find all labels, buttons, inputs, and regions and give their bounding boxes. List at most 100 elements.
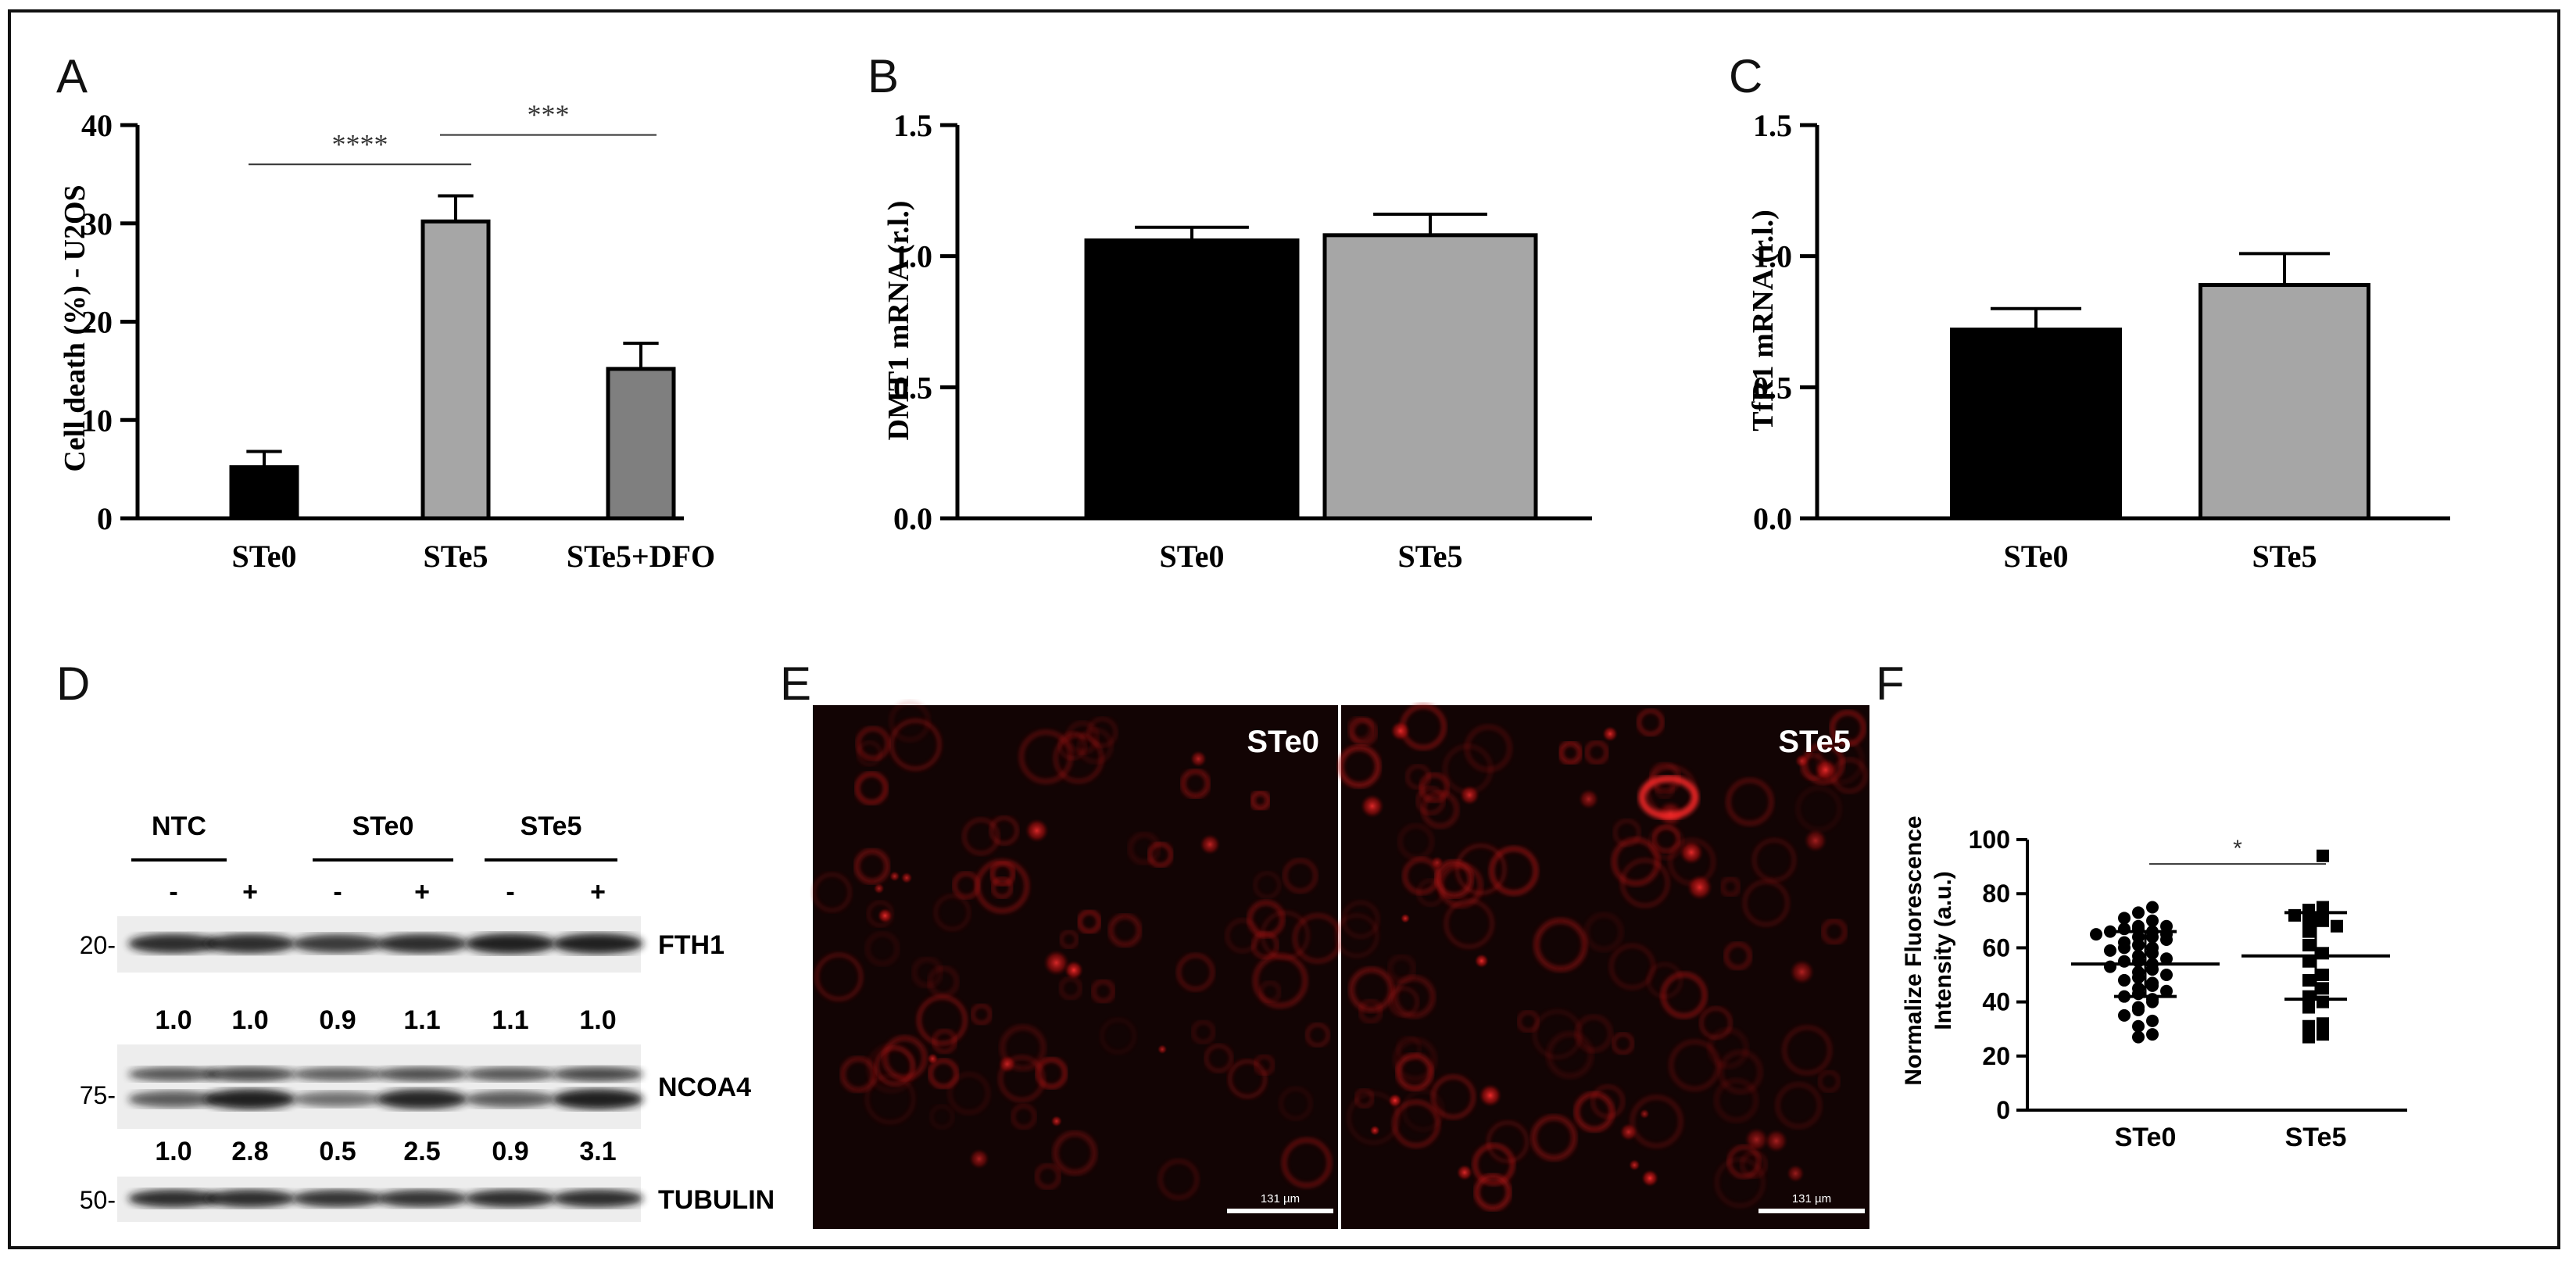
cell-ring: [1000, 1024, 1046, 1072]
cell-ring: [889, 719, 941, 770]
cell-ring: [1718, 1049, 1763, 1094]
y-tick-label: 60: [1982, 933, 2010, 962]
cell-ring: [1034, 1163, 1061, 1190]
y-tick-label: 1.0: [1753, 239, 1792, 274]
y-tick-label: 1.5: [893, 108, 932, 143]
cell-ring: [839, 1056, 877, 1093]
data-point: [2317, 947, 2329, 960]
blot-band: [377, 1089, 467, 1109]
cell-spot: [1789, 959, 1815, 985]
data-point: [2146, 995, 2159, 1008]
cell-spot: [1430, 855, 1444, 869]
cell-ring: [1816, 736, 1864, 785]
cell-ring: [1431, 1075, 1476, 1119]
cell-ring: [854, 772, 889, 805]
blot-band: [553, 1066, 643, 1082]
bar-ste0: [1084, 238, 1300, 521]
cell-spot: [968, 1148, 989, 1170]
blot-quant-value: 0.9: [319, 1005, 356, 1035]
category-label: STe5+DFO: [567, 539, 715, 574]
blot-band: [377, 933, 467, 954]
cell-ring: [934, 894, 971, 931]
cell-ring: [1011, 1104, 1037, 1130]
chart-a-axes: [135, 125, 684, 521]
cell-ring: [1416, 786, 1445, 815]
category-label: STe0: [1159, 539, 1224, 574]
y-tick-label: 0.5: [1753, 370, 1792, 405]
category-label: STe5: [423, 539, 488, 574]
y-tick-label: 20: [81, 305, 113, 340]
data-point: [2090, 928, 2102, 941]
data-point: [2302, 973, 2315, 987]
cell-ring: [853, 848, 890, 885]
y-tick-label: 30: [81, 206, 113, 242]
cell-ring: [1715, 1158, 1765, 1208]
blot-band: [377, 1066, 467, 1082]
cell-ring: [1393, 1037, 1437, 1082]
cell-spot: [1638, 775, 1699, 820]
cell-ring: [1402, 1089, 1444, 1131]
blot-quant-value: 0.5: [319, 1137, 356, 1166]
data-point: [2132, 906, 2145, 919]
cell-spot: [1602, 725, 1619, 742]
cell-ring: [962, 818, 1000, 855]
blot-group-label: STe0: [352, 811, 414, 841]
data-point: [2146, 979, 2159, 992]
cell-spot: [998, 1055, 1017, 1073]
cell-ring: [1714, 1078, 1758, 1123]
chart-a-significance: *******: [249, 99, 657, 166]
cell-spot: [1679, 840, 1704, 865]
data-point: [2132, 987, 2145, 1001]
cell-ring: [1487, 1121, 1529, 1162]
cell-spot: [1578, 788, 1599, 810]
y-tick-label: 1.0: [893, 239, 932, 274]
chart-a-y-axis-label: Cell death (%) - U2OS: [59, 184, 91, 471]
blot-marker-label: 75-: [80, 1081, 116, 1109]
blot-band: [205, 1088, 295, 1110]
blot-marker-label: 50-: [80, 1186, 116, 1214]
cell-ring: [1533, 918, 1587, 972]
y-tick-label: 0.5: [893, 370, 932, 405]
cell-ring: [1821, 918, 1848, 945]
chart-c-tfr1: 0.0 0.5 1.0 1.5 STe0 STe5 TfR1 mRNA (r.l.): [1747, 108, 2450, 574]
fluorescence-micrographs: STe0 131 µm STe5 131 µm: [812, 700, 1869, 1229]
cell-ring: [1127, 832, 1161, 865]
cell-ring: [1719, 876, 1741, 897]
category-label: STe5: [2252, 539, 2317, 574]
data-point: [2146, 901, 2159, 914]
blot-quant-value: 1.0: [155, 1137, 191, 1166]
blot-band: [292, 933, 383, 954]
cell-ring: [1830, 710, 1866, 747]
data-point: [2132, 1019, 2145, 1033]
data-point: [2146, 1028, 2159, 1041]
cell-ring: [1283, 858, 1318, 894]
cell-ring: [971, 1003, 993, 1026]
data-point: [2331, 919, 2343, 933]
blot-band: [292, 1067, 383, 1081]
y-tick-label: 40: [81, 108, 113, 143]
cell-ring: [1279, 1087, 1312, 1120]
cell-spot: [1803, 829, 1827, 853]
category-label: STe5: [2285, 1123, 2347, 1152]
blot-protein-label: NCOA4: [658, 1073, 751, 1102]
category-label: STe0: [2115, 1123, 2177, 1152]
chart-b-y-axis-label: DMT1 mRNA (r.l.): [882, 201, 915, 441]
y-tick-label: 10: [81, 403, 113, 438]
cell-ring: [1609, 944, 1655, 990]
cell-spot: [1360, 793, 1385, 819]
blot-marker-label: 20-: [80, 931, 116, 959]
cell-ring: [1347, 1091, 1400, 1145]
cell-ring: [1775, 1082, 1822, 1129]
cell-ring: [856, 726, 890, 761]
data-point: [2146, 947, 2159, 960]
cell-spot: [1764, 1129, 1788, 1153]
cell-ring: [889, 700, 931, 742]
category-label: STe0: [2003, 539, 2068, 574]
cell-ring: [1254, 872, 1281, 899]
cell-spot: [927, 1053, 939, 1065]
data-point: [2104, 960, 2116, 973]
data-point: [2317, 995, 2329, 1008]
data-point: [2146, 1014, 2159, 1027]
panel-letter-b: B: [868, 50, 899, 102]
